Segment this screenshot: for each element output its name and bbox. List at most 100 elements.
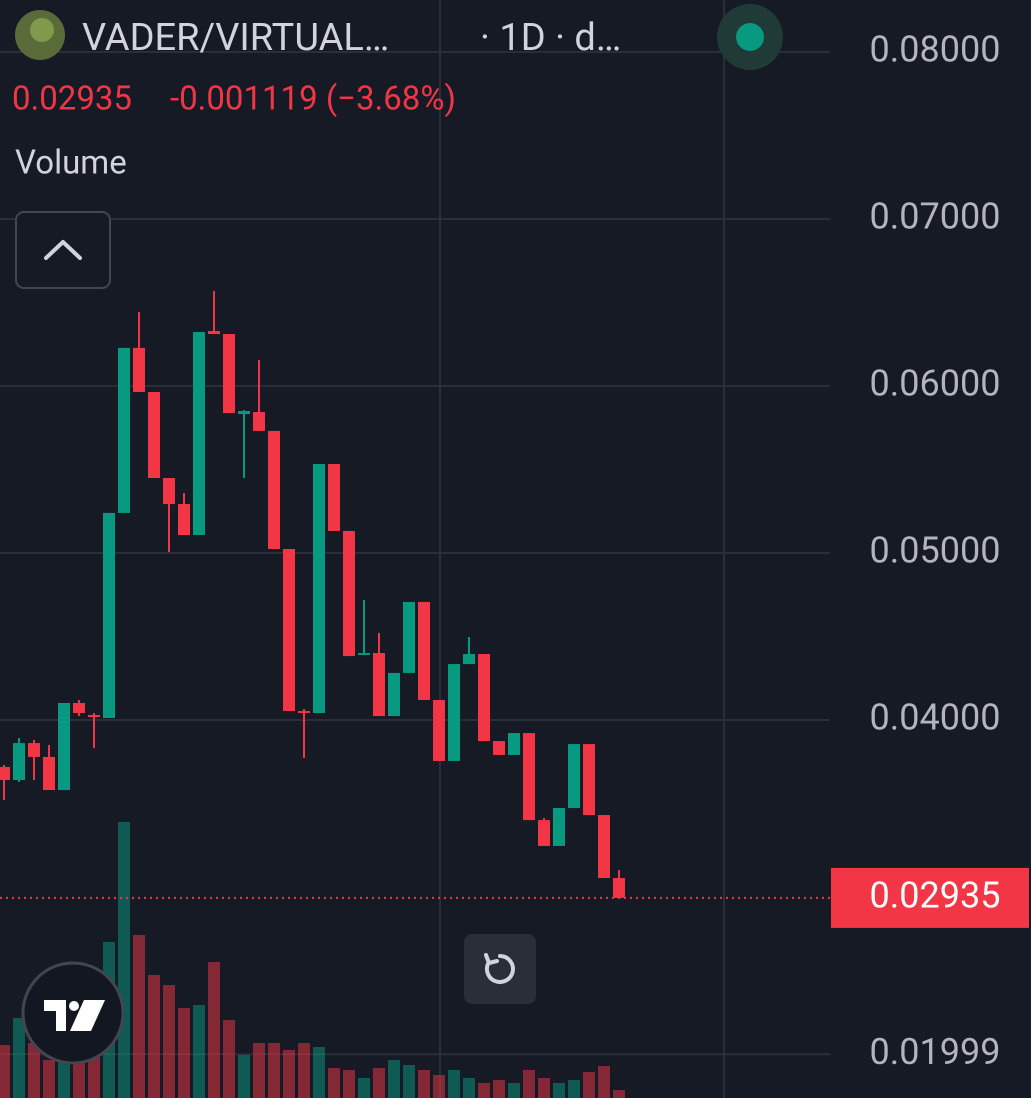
volume-bar bbox=[43, 1060, 55, 1098]
y-tick-label: 0.01999 bbox=[870, 1031, 1001, 1073]
volume-bar bbox=[433, 1075, 445, 1098]
candle-body bbox=[328, 463, 340, 531]
volume-bar bbox=[328, 1068, 340, 1098]
volume-bar bbox=[178, 1008, 190, 1098]
candle-body bbox=[193, 332, 205, 535]
volume-bar bbox=[148, 975, 160, 1098]
y-tick-label: 0.06000 bbox=[870, 363, 1001, 405]
candle-body bbox=[58, 702, 70, 791]
volume-bar bbox=[403, 1065, 415, 1098]
candle-body bbox=[298, 711, 310, 714]
candle-body bbox=[238, 411, 250, 415]
candle-body bbox=[493, 741, 505, 755]
header: VADER/VIRTUAL… · 1D · d… 0.02935 -0.0011… bbox=[12, 4, 783, 289]
volume-bar bbox=[583, 1072, 595, 1098]
volume-bar bbox=[418, 1070, 430, 1098]
volume-bar bbox=[223, 1020, 235, 1098]
candle-body bbox=[433, 699, 445, 761]
tv-logo[interactable] bbox=[21, 961, 125, 1065]
volume-bar bbox=[208, 962, 220, 1098]
candle-body bbox=[358, 653, 370, 656]
volume-bar bbox=[613, 1090, 625, 1098]
candle-body bbox=[418, 601, 430, 700]
candle-body bbox=[553, 808, 565, 846]
candle-body bbox=[448, 664, 460, 761]
candle-body bbox=[253, 412, 265, 431]
volume-bar bbox=[88, 1050, 100, 1098]
candle-body bbox=[388, 672, 400, 717]
volume-bar bbox=[358, 1078, 370, 1098]
legend-change: -0.001119 (−3.68%) bbox=[170, 80, 456, 119]
y-tick-label: 0.08000 bbox=[870, 28, 1001, 70]
volume-bar bbox=[538, 1078, 550, 1098]
volume-bar bbox=[163, 985, 175, 1098]
candle-body bbox=[373, 653, 385, 717]
candle-body bbox=[13, 743, 25, 780]
volume-bar bbox=[598, 1066, 610, 1098]
volume-bar bbox=[238, 1055, 250, 1098]
volume-bar bbox=[493, 1080, 505, 1098]
symbol-title[interactable]: VADER/VIRTUAL… bbox=[82, 16, 389, 60]
y-tick-label: 0.05000 bbox=[870, 530, 1001, 572]
volume-bar bbox=[28, 1043, 40, 1098]
candle-body bbox=[463, 654, 475, 665]
reset-button[interactable] bbox=[464, 934, 536, 1004]
volume-bar bbox=[58, 1060, 70, 1098]
volume-bar bbox=[478, 1083, 490, 1098]
last-price-badge bbox=[831, 867, 1029, 928]
candle-body bbox=[73, 702, 85, 714]
volume-bar bbox=[508, 1083, 520, 1098]
candle-body bbox=[478, 654, 490, 742]
tv-logo-bg bbox=[21, 961, 125, 1065]
status-dot bbox=[736, 23, 764, 51]
candle-body bbox=[538, 820, 550, 846]
candle-body bbox=[583, 744, 595, 816]
candle-body bbox=[133, 347, 145, 392]
candle-body bbox=[223, 334, 235, 414]
price-axis: 0.08000 0.07000 0.06000 0.05000 0.04000 0.019… bbox=[0, 28, 1029, 1073]
volume-bar bbox=[13, 1018, 25, 1098]
volume-bar bbox=[553, 1083, 565, 1098]
reset-button-bg bbox=[464, 934, 536, 1004]
volume-bar bbox=[133, 935, 145, 1098]
volume-bar bbox=[448, 1070, 460, 1098]
volume-bar bbox=[463, 1078, 475, 1098]
candle-body bbox=[613, 878, 625, 898]
candle-body bbox=[403, 601, 415, 673]
y-tick-label: 0.04000 bbox=[870, 697, 1001, 739]
candle-body bbox=[508, 733, 520, 755]
avatar-face bbox=[30, 18, 54, 42]
candle-body bbox=[568, 744, 580, 809]
volume-bar bbox=[568, 1080, 580, 1098]
candle-body bbox=[523, 733, 535, 821]
candle-body bbox=[43, 756, 55, 791]
volume-bar bbox=[283, 1050, 295, 1098]
tv-logo-mark bbox=[44, 1000, 105, 1031]
candle-layer bbox=[0, 290, 625, 898]
symbol-interval[interactable]: · 1D · d… bbox=[480, 16, 621, 60]
candle-body bbox=[178, 504, 190, 535]
candle-body bbox=[148, 391, 160, 479]
volume-bar bbox=[253, 1043, 265, 1098]
last-price-label: 0.02935 bbox=[870, 874, 1001, 916]
volume-bar bbox=[313, 1047, 325, 1098]
collapse-button[interactable] bbox=[15, 211, 111, 289]
candle-body bbox=[313, 463, 325, 714]
candle-body bbox=[88, 715, 100, 718]
volume-bar bbox=[523, 1070, 535, 1098]
volume-bar bbox=[373, 1068, 385, 1098]
candle-body bbox=[598, 815, 610, 879]
candle-body bbox=[103, 512, 115, 719]
volume-bar bbox=[118, 822, 130, 1098]
volume-label: Volume bbox=[15, 144, 127, 183]
candle-body bbox=[28, 743, 40, 757]
legend-price: 0.02935 bbox=[12, 80, 132, 119]
candle-body bbox=[268, 430, 280, 549]
chevron-icon bbox=[44, 240, 82, 260]
candle-body bbox=[208, 331, 220, 335]
tv-logo-dot bbox=[69, 1001, 79, 1011]
volume-bar bbox=[298, 1043, 310, 1098]
candle-body bbox=[118, 347, 130, 513]
